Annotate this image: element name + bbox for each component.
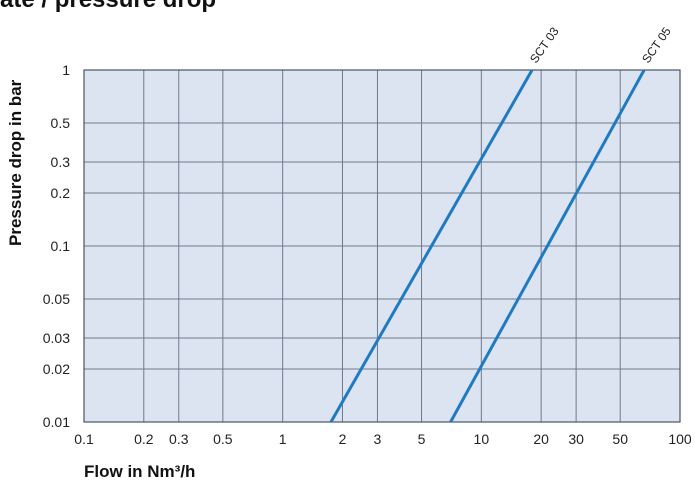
x-tick-label: 3 <box>374 431 382 447</box>
x-tick-label: 100 <box>668 431 692 447</box>
series-line-2 <box>449 69 646 423</box>
y-tick-label: 0.03 <box>43 330 70 346</box>
x-tick-label: 20 <box>533 431 549 447</box>
chart-title: ate / pressure drop <box>0 0 216 14</box>
y-tick-label: 0.5 <box>51 115 71 131</box>
x-tick-label: 2 <box>339 431 347 447</box>
x-tick-label: 0.3 <box>169 431 189 447</box>
plot-frame <box>83 69 681 423</box>
y-tick-label: 1 <box>62 62 70 78</box>
y-tick-label: 0.01 <box>43 414 70 430</box>
y-tick-label: 0.05 <box>43 291 70 307</box>
x-tick-label: 5 <box>418 431 426 447</box>
y-tick-label: 0.2 <box>51 185 71 201</box>
y-axis-label: Pressure drop in bar <box>6 79 25 246</box>
y-tick-label: 0.02 <box>43 361 70 377</box>
x-tick-label: 50 <box>612 431 628 447</box>
x-tick-label: 0.1 <box>74 431 94 447</box>
y-tick-label: 0.1 <box>51 238 71 254</box>
series-label-2: SCT 05 <box>639 24 674 65</box>
series-label-1: SCT 03 <box>527 24 562 65</box>
x-tick-label: 10 <box>474 431 490 447</box>
series-line-1 <box>329 69 534 423</box>
x-tick-label: 0.5 <box>213 431 233 447</box>
x-tick-label: 1 <box>279 431 287 447</box>
x-axis-label: Flow in Nm³/h <box>84 462 196 481</box>
x-tick-label: 30 <box>568 431 584 447</box>
x-tick-label: 0.2 <box>134 431 154 447</box>
y-tick-label: 0.3 <box>51 154 71 170</box>
